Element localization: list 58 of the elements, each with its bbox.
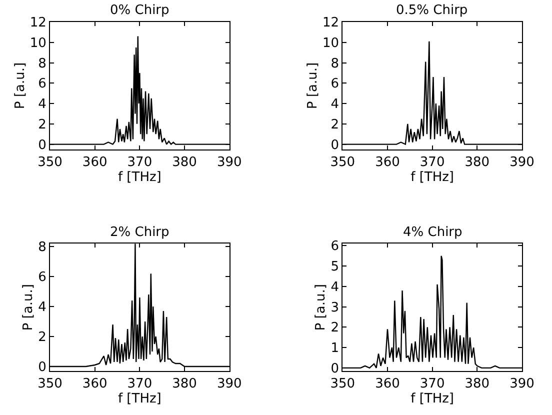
x-tick-label: 360 bbox=[375, 376, 400, 392]
y-tick-label: 0 bbox=[38, 360, 46, 376]
y-tick-label: 0 bbox=[330, 138, 340, 153]
y-tick-label: 4 bbox=[330, 97, 340, 112]
y-tick-label: 4 bbox=[38, 300, 46, 316]
y-tick-label: 1 bbox=[330, 341, 340, 356]
y-axis-title: P [a.u.] bbox=[12, 62, 28, 109]
x-axis-title: f [THz] bbox=[118, 392, 162, 407]
y-axis-title: P [a.u.] bbox=[314, 284, 329, 331]
y-tick-label: 5 bbox=[330, 260, 340, 275]
chart-title: 0.5% Chirp bbox=[396, 3, 468, 18]
y-tick-label: 6 bbox=[330, 239, 340, 254]
x-tick-label: 350 bbox=[330, 154, 356, 170]
y-tick-label: 0 bbox=[330, 361, 340, 376]
x-tick-label: 390 bbox=[216, 376, 242, 392]
x-tick-label: 380 bbox=[464, 376, 490, 392]
x-tick-label: 350 bbox=[38, 376, 62, 392]
y-tick-label: 2 bbox=[330, 320, 340, 336]
x-axis-title: f [THz] bbox=[118, 170, 162, 185]
y-tick-label: 12 bbox=[322, 16, 340, 31]
x-tick-label: 380 bbox=[172, 154, 197, 170]
y-tick-label: 8 bbox=[38, 56, 46, 72]
x-axis-title: f [THz] bbox=[410, 392, 454, 407]
y-axis-title: P [a.u.] bbox=[21, 284, 36, 331]
chart-title: 2% Chirp bbox=[110, 225, 170, 240]
y-tick-label: 10 bbox=[30, 36, 46, 51]
x-tick-label: 360 bbox=[82, 376, 108, 392]
chart-title: 0% Chirp bbox=[110, 3, 170, 18]
x-tick-label: 350 bbox=[38, 154, 62, 170]
x-tick-label: 370 bbox=[420, 376, 445, 392]
y-tick-label: 0 bbox=[38, 138, 46, 153]
x-tick-label: 380 bbox=[464, 154, 490, 170]
x-tick-label: 390 bbox=[510, 154, 534, 170]
y-tick-label: 2 bbox=[330, 117, 340, 132]
y-tick-label: 8 bbox=[330, 56, 340, 72]
x-axis-title: f [THz] bbox=[410, 170, 454, 185]
x-tick-label: 390 bbox=[510, 376, 534, 392]
x-tick-label: 380 bbox=[172, 376, 197, 392]
x-tick-label: 370 bbox=[127, 154, 152, 170]
x-tick-label: 350 bbox=[330, 376, 356, 392]
y-tick-label: 12 bbox=[30, 16, 46, 31]
y-tick-label: 6 bbox=[330, 76, 340, 92]
y-tick-label: 4 bbox=[38, 97, 46, 112]
y-tick-label: 4 bbox=[330, 280, 340, 295]
x-tick-label: 360 bbox=[82, 154, 108, 170]
y-tick-label: 2 bbox=[38, 330, 46, 346]
x-tick-label: 370 bbox=[420, 154, 445, 170]
x-tick-label: 360 bbox=[375, 154, 400, 170]
x-tick-label: 390 bbox=[216, 154, 242, 170]
y-tick-label: 3 bbox=[330, 300, 340, 316]
y-tick-label: 2 bbox=[38, 117, 46, 132]
x-tick-label: 370 bbox=[127, 376, 152, 392]
y-tick-label: 6 bbox=[38, 76, 46, 92]
y-tick-label: 6 bbox=[38, 270, 46, 286]
y-tick-label: 10 bbox=[322, 36, 340, 51]
y-axis-title: P [a.u.] bbox=[305, 62, 320, 109]
chart-title: 4% Chirp bbox=[403, 225, 462, 240]
y-tick-label: 8 bbox=[38, 240, 46, 256]
